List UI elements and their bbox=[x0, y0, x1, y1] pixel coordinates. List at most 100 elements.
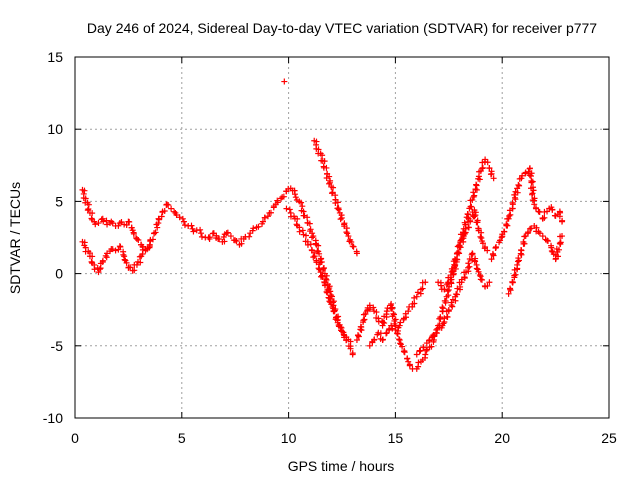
track-a-point bbox=[221, 238, 228, 245]
track-i-point bbox=[530, 187, 537, 194]
track-a-point bbox=[173, 211, 180, 218]
track-e-point bbox=[383, 308, 390, 315]
track-d-point bbox=[345, 233, 352, 240]
track-i-point bbox=[489, 250, 496, 257]
track-f-point bbox=[385, 326, 392, 333]
track-c-point bbox=[310, 254, 317, 261]
track-a-point bbox=[197, 226, 204, 233]
track-d-point bbox=[349, 243, 356, 250]
track-b-point bbox=[91, 266, 98, 273]
track-a-point bbox=[306, 220, 313, 227]
track-c-point bbox=[324, 289, 331, 296]
track-i-point bbox=[528, 179, 535, 186]
track-i-point bbox=[526, 172, 533, 179]
track-g-point bbox=[420, 344, 427, 351]
track-h-point bbox=[454, 250, 461, 257]
track-e-point bbox=[428, 343, 435, 350]
track-i-point bbox=[488, 256, 495, 263]
track-i-point bbox=[516, 182, 523, 189]
track-h-point bbox=[479, 240, 486, 247]
track-g-point bbox=[413, 351, 420, 358]
track-a-point bbox=[95, 220, 102, 227]
track-b-point bbox=[112, 247, 119, 254]
track-f-point bbox=[388, 322, 395, 329]
track-c-point bbox=[321, 279, 328, 286]
track-f-point bbox=[397, 319, 404, 326]
track-a-point bbox=[310, 233, 317, 240]
track-j-point bbox=[512, 271, 519, 278]
track-e-point bbox=[488, 170, 495, 177]
track-a-point bbox=[220, 233, 227, 240]
x-tick-label: 25 bbox=[601, 430, 617, 446]
track-h-point bbox=[448, 265, 455, 272]
track-i-point bbox=[515, 181, 522, 188]
track-a-point bbox=[259, 218, 266, 225]
track-e-point bbox=[444, 288, 451, 295]
track-e-point bbox=[381, 320, 388, 327]
track-h-point bbox=[456, 242, 463, 249]
track-j-point bbox=[509, 278, 516, 285]
track-i-point bbox=[544, 208, 551, 215]
track-h-point bbox=[451, 263, 458, 270]
track-g-point bbox=[461, 275, 468, 282]
track-d-point bbox=[319, 152, 326, 159]
y-tick-label: -5 bbox=[51, 338, 64, 354]
track-e-point bbox=[401, 349, 408, 356]
track-e-point bbox=[406, 361, 413, 368]
track-c-point bbox=[302, 232, 309, 239]
track-c-point bbox=[331, 308, 338, 315]
track-g-point bbox=[484, 282, 491, 289]
track-i-point bbox=[529, 178, 536, 185]
track-f-point bbox=[413, 293, 420, 300]
track-c-point bbox=[325, 294, 332, 301]
track-e-point bbox=[367, 306, 374, 313]
track-f-point bbox=[377, 330, 384, 337]
x-tick-label: 5 bbox=[178, 430, 186, 446]
track-e-point bbox=[423, 347, 430, 354]
track-i-point bbox=[505, 215, 512, 222]
track-h-point bbox=[454, 256, 461, 263]
y-tick-label: -10 bbox=[43, 410, 63, 426]
track-g-point bbox=[486, 279, 493, 286]
track-a-point bbox=[100, 218, 107, 225]
track-a-point bbox=[135, 236, 142, 243]
track-j-point bbox=[544, 237, 551, 244]
track-a-point bbox=[189, 225, 196, 232]
track-i-point bbox=[512, 196, 519, 203]
track-f-point bbox=[383, 330, 390, 337]
track-e-point bbox=[355, 333, 362, 340]
track-e-point bbox=[392, 316, 399, 323]
track-a-point bbox=[298, 199, 305, 206]
track-e-point bbox=[490, 175, 497, 182]
track-j-point bbox=[548, 247, 555, 254]
track-d-point bbox=[326, 180, 332, 187]
track-a-point bbox=[280, 193, 287, 200]
track-b-point bbox=[121, 256, 128, 263]
track-a-point bbox=[250, 225, 257, 232]
track-d-point bbox=[343, 229, 350, 236]
track-i-point bbox=[556, 213, 563, 220]
track-h-point bbox=[447, 272, 454, 279]
track-i-point bbox=[526, 165, 533, 172]
track-g-point bbox=[417, 347, 424, 354]
track-h-point bbox=[438, 282, 445, 289]
track-e-point bbox=[469, 196, 476, 203]
track-a-point bbox=[154, 224, 161, 231]
track-e-point bbox=[394, 330, 401, 337]
track-c-point bbox=[347, 338, 354, 345]
track-h-point bbox=[473, 219, 480, 226]
y-tick-label: 0 bbox=[55, 266, 63, 282]
track-j-point bbox=[539, 233, 546, 240]
track-g-point bbox=[466, 263, 473, 270]
track-h-point bbox=[477, 233, 484, 240]
track-i-point bbox=[529, 190, 536, 197]
track-g-point bbox=[441, 315, 448, 322]
track-a-point bbox=[206, 234, 213, 241]
data-points bbox=[79, 78, 566, 372]
track-c-point bbox=[323, 288, 330, 295]
track-i-point bbox=[509, 199, 516, 206]
track-e-point bbox=[380, 319, 387, 326]
track-a-point bbox=[91, 218, 98, 225]
track-a-point bbox=[115, 222, 122, 229]
track-e-point bbox=[477, 168, 484, 175]
